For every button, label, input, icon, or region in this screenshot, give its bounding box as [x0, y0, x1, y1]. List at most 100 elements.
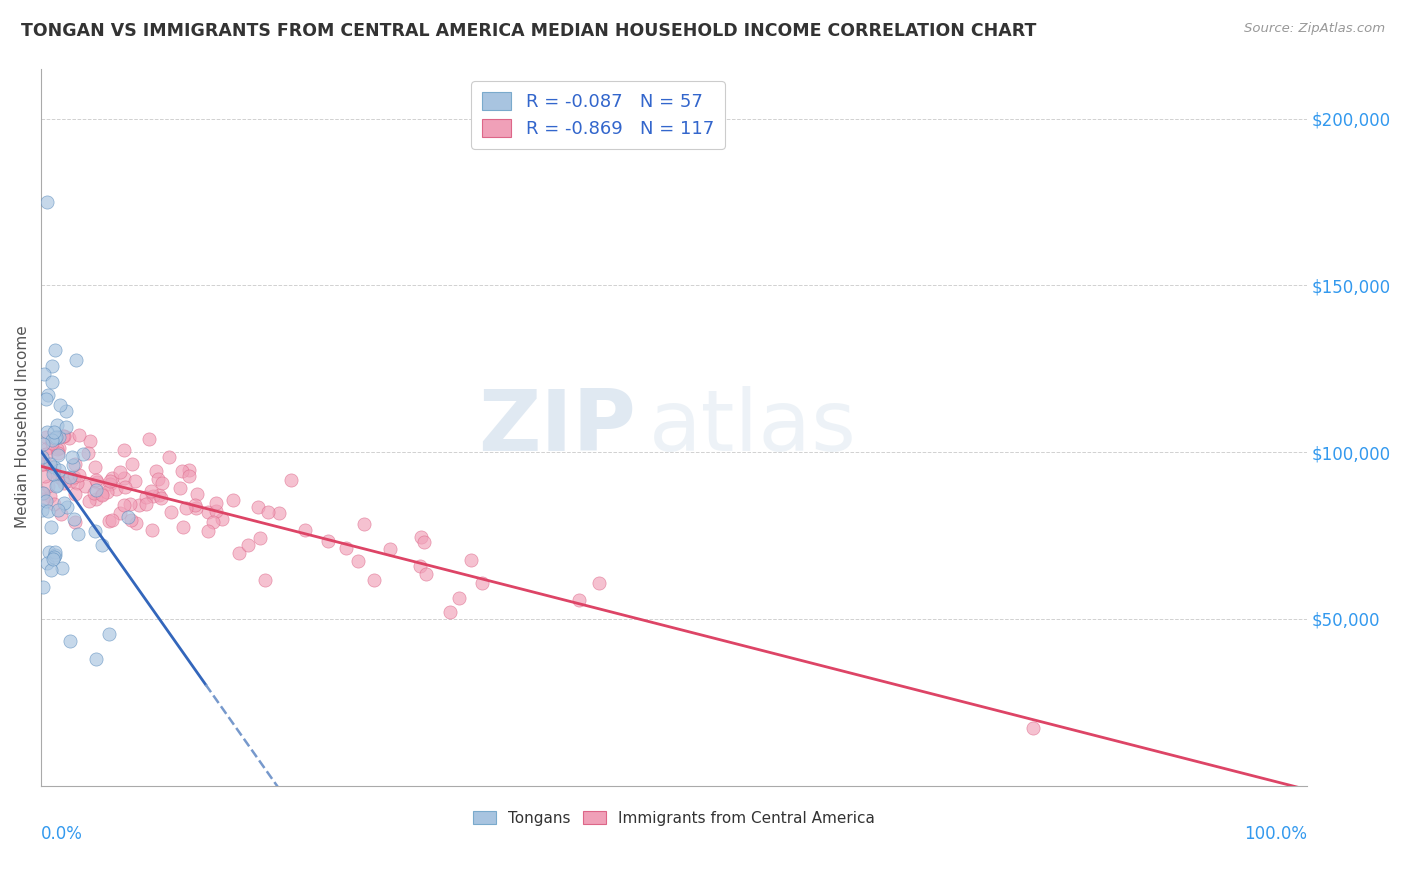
Point	[108, 465, 131, 479]
Point	[177, 469, 200, 483]
Point	[110, 506, 132, 520]
Point	[42, 467, 65, 482]
Point	[120, 497, 142, 511]
Point	[117, 509, 139, 524]
Point	[280, 473, 302, 487]
Point	[184, 498, 207, 512]
Point	[84, 483, 107, 497]
Point	[56, 500, 79, 515]
Point	[58, 431, 80, 445]
Point	[205, 504, 228, 518]
Point	[72, 447, 94, 461]
Point	[52, 475, 75, 490]
Point	[46, 417, 69, 432]
Point	[34, 392, 56, 407]
Point	[91, 487, 114, 501]
Point	[346, 554, 368, 568]
Point	[31, 503, 53, 517]
Point	[45, 442, 67, 456]
Point	[269, 506, 291, 520]
Point	[169, 481, 191, 495]
Point	[86, 475, 108, 490]
Point	[67, 527, 90, 541]
Point	[41, 359, 63, 374]
Point	[32, 491, 55, 506]
Point	[59, 634, 82, 648]
Point	[49, 398, 72, 412]
Point	[148, 472, 170, 486]
Point	[159, 505, 181, 519]
Point	[353, 516, 375, 531]
Point	[98, 474, 121, 488]
Point	[256, 505, 278, 519]
Point	[67, 468, 90, 483]
Text: atlas: atlas	[648, 385, 856, 468]
Point	[79, 434, 101, 448]
Point	[316, 534, 339, 549]
Point	[42, 425, 65, 439]
Point	[44, 545, 66, 559]
Point	[409, 530, 432, 544]
Point	[172, 520, 194, 534]
Point	[363, 574, 385, 588]
Point	[38, 545, 60, 559]
Point	[98, 627, 121, 641]
Point	[170, 464, 193, 478]
Point	[1022, 721, 1045, 735]
Point	[184, 501, 207, 516]
Point	[32, 436, 55, 450]
Point	[120, 512, 142, 526]
Point	[460, 553, 482, 567]
Point	[48, 442, 70, 456]
Point	[51, 472, 73, 486]
Point	[65, 457, 87, 471]
Point	[186, 487, 208, 501]
Point	[65, 352, 87, 367]
Point	[46, 503, 69, 517]
Point	[31, 485, 53, 500]
Point	[112, 471, 135, 485]
Text: 0.0%: 0.0%	[41, 825, 83, 843]
Point	[228, 546, 250, 560]
Point	[31, 457, 53, 471]
Point	[471, 576, 494, 591]
Point	[46, 445, 69, 459]
Point	[84, 492, 107, 507]
Point	[63, 512, 86, 526]
Point	[52, 428, 75, 442]
Point	[32, 457, 55, 471]
Point	[222, 493, 245, 508]
Point	[84, 460, 107, 475]
Point	[439, 605, 461, 619]
Point	[34, 430, 56, 444]
Point	[45, 478, 67, 492]
Point	[41, 375, 63, 389]
Point	[76, 446, 98, 460]
Point	[84, 473, 107, 487]
Point	[380, 541, 402, 556]
Point	[254, 573, 277, 587]
Point	[128, 498, 150, 512]
Point	[138, 432, 160, 446]
Point	[45, 479, 67, 493]
Point	[37, 479, 59, 493]
Point	[55, 420, 77, 434]
Point	[588, 576, 610, 591]
Point	[48, 430, 70, 444]
Point	[41, 520, 63, 534]
Point	[59, 470, 82, 484]
Point	[98, 477, 121, 491]
Point	[55, 404, 77, 418]
Point	[135, 490, 157, 504]
Point	[77, 494, 100, 508]
Point	[63, 487, 86, 501]
Point	[112, 443, 135, 458]
Point	[31, 486, 53, 500]
Point	[37, 388, 59, 402]
Text: 100.0%: 100.0%	[1244, 825, 1308, 843]
Point	[84, 524, 107, 539]
Point	[35, 447, 58, 461]
Point	[211, 512, 233, 526]
Point	[249, 531, 271, 545]
Point	[35, 425, 58, 439]
